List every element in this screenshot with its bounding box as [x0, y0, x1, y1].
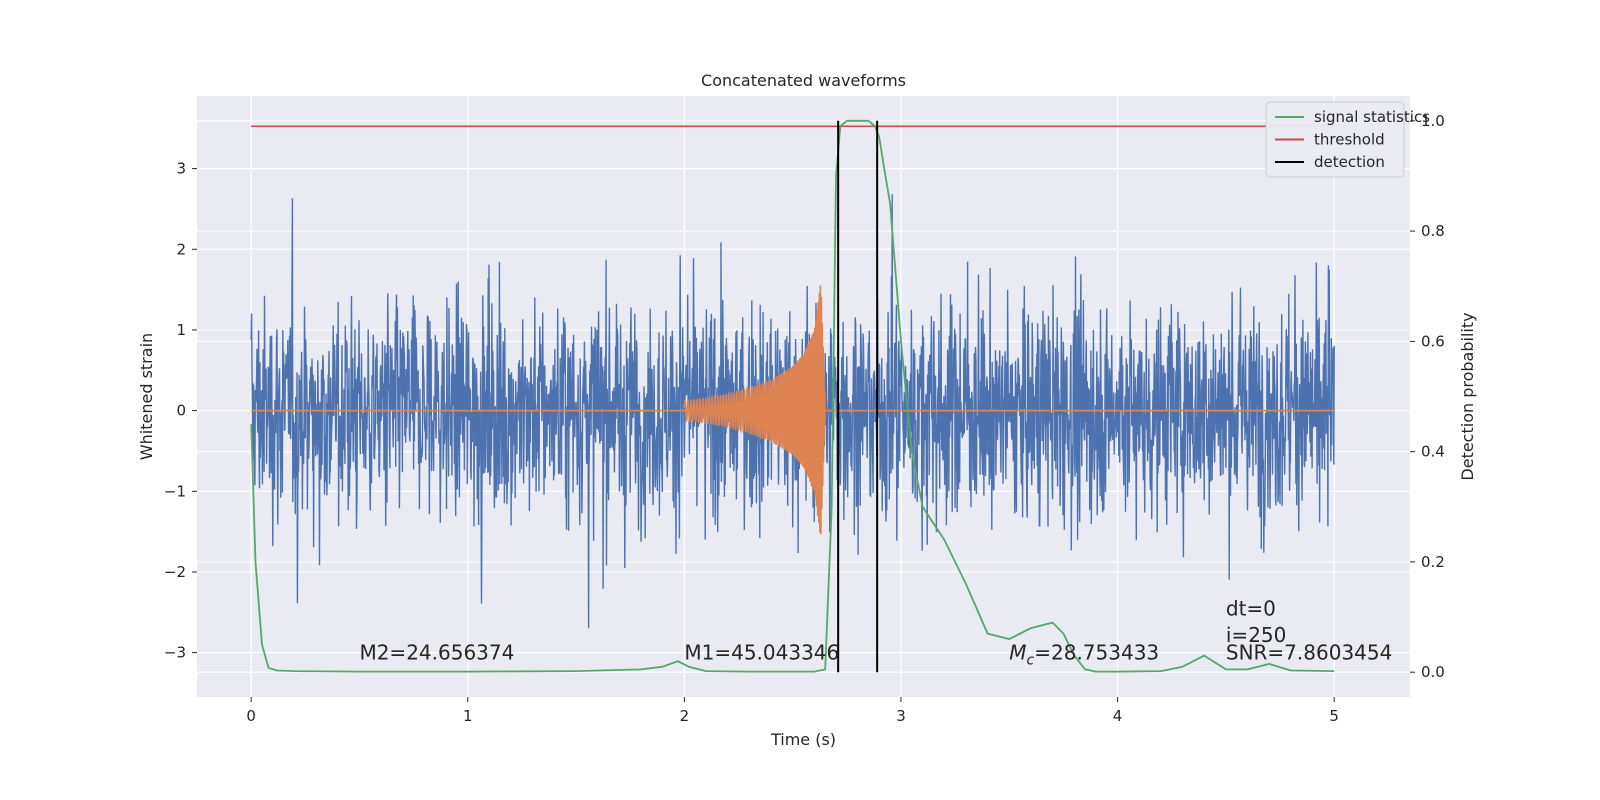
x-tick-label: 1 [463, 707, 473, 725]
legend-label: signal statistics [1314, 108, 1430, 126]
detection-lines [837, 120, 879, 673]
y-tick-label: 0 [176, 402, 186, 420]
x-tick-label: 0 [246, 707, 256, 725]
annotation-text: dt=0 [1226, 596, 1276, 620]
y2-tick-label: 0.0 [1421, 663, 1445, 681]
legend: signal statistics threshold detection [1265, 101, 1430, 178]
y-axis-ticks: −3 −2 −1 0 1 2 3 [164, 160, 197, 662]
annotation-text: M2=24.656374 [359, 641, 514, 665]
legend-label: detection [1314, 153, 1385, 171]
chart-title: Concatenated waveforms [701, 71, 906, 90]
y2-tick-label: 1.0 [1421, 112, 1445, 130]
annotation-text: SNR=7.8603454 [1226, 641, 1392, 665]
y2-axis-label: Detection probability [1458, 312, 1477, 480]
legend-label: threshold [1314, 131, 1385, 149]
y-tick-label: 2 [176, 240, 186, 258]
y-axis-label: Whitened strain [137, 333, 156, 460]
y-tick-label: −1 [164, 482, 186, 500]
y-tick-label: 3 [176, 160, 186, 178]
x-tick-label: 5 [1329, 707, 1339, 725]
annotation-text: M1=45.043346 [684, 641, 839, 665]
annotation-text: i=250 [1226, 623, 1287, 647]
x-tick-label: 4 [1113, 707, 1123, 725]
y-tick-label: −3 [164, 644, 186, 662]
y2-tick-label: 0.2 [1421, 553, 1445, 571]
chirp-series-line [683, 285, 826, 535]
x-tick-label: 3 [896, 707, 906, 725]
y2-axis-ticks: 0.0 0.2 0.4 0.6 0.8 1.0 [1410, 112, 1445, 681]
x-axis-label: Time (s) [770, 730, 836, 749]
y2-tick-label: 0.4 [1421, 443, 1445, 461]
legend-box [1265, 101, 1405, 178]
y2-tick-label: 0.8 [1421, 222, 1445, 240]
y-tick-label: −2 [164, 563, 186, 581]
annotation-text: Mc=28.753433 [1009, 641, 1159, 669]
noise-series [250, 194, 1335, 629]
noise-series-line [250, 194, 1335, 629]
y2-tick-label: 0.6 [1421, 332, 1445, 350]
x-tick-label: 2 [680, 707, 690, 725]
annotations: M2=24.656374 M1=45.043346 Mc=28.753433 dt=0… [359, 596, 1392, 668]
y-tick-label: 1 [176, 321, 186, 339]
x-axis-ticks: 0 1 2 3 4 5 [246, 697, 1339, 725]
